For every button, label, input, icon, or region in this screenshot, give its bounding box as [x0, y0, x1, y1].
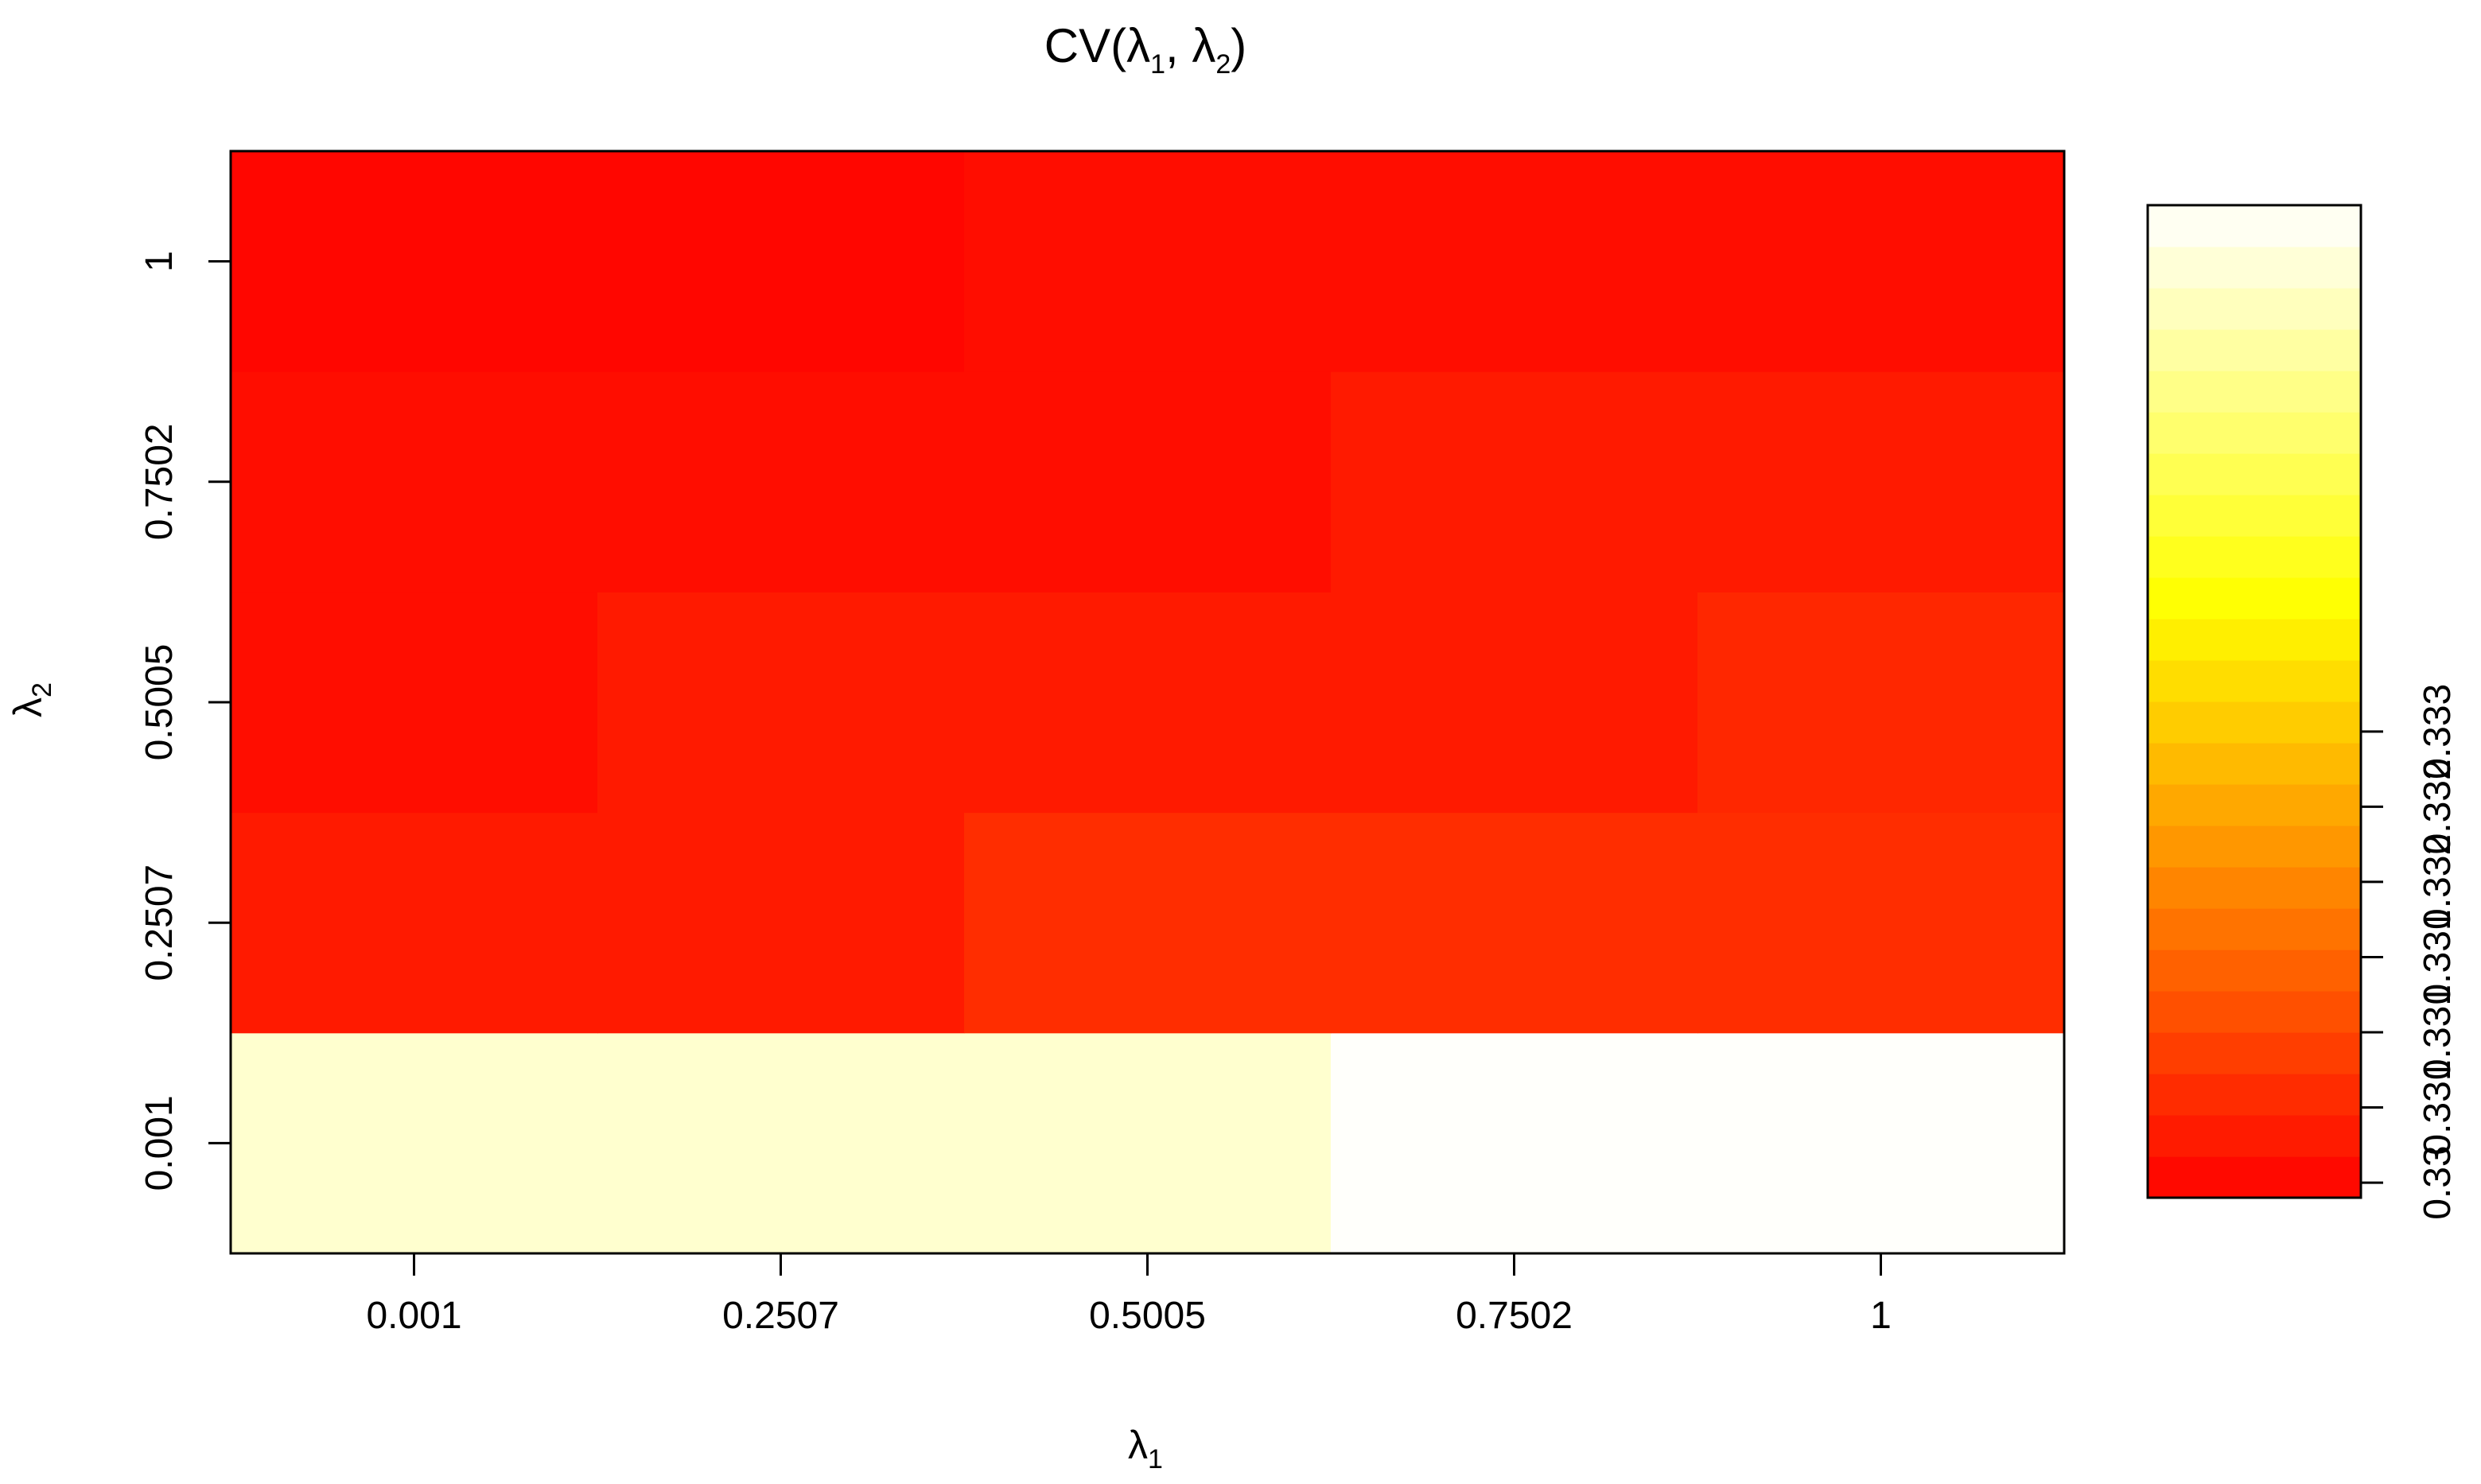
heatmap-cell [597, 812, 965, 1034]
colorbar-tick-label: 0.333 [2417, 684, 2459, 779]
heatmap-cell [597, 371, 965, 592]
colorbar-swatch [2148, 701, 2361, 744]
heatmap-cell [964, 1032, 1332, 1254]
heatmap-cell [1697, 371, 2065, 592]
heatmap-cell [1331, 812, 1698, 1034]
heatmap-cell [964, 592, 1332, 814]
colorbar-tick-label: 0.332 [2417, 759, 2459, 854]
colorbar-swatch [2148, 288, 2361, 330]
colorbar-swatch [2148, 1074, 2361, 1116]
heatmap-cell [1331, 1032, 1698, 1254]
y-axis-label: λ2 [6, 682, 57, 717]
colorbar-tick-label: 0.33 [2417, 1145, 2459, 1219]
colorbar-swatch [2148, 950, 2361, 992]
heatmap-cell [1697, 812, 2065, 1034]
colorbar-swatch [2148, 908, 2361, 950]
heatmap-cell [597, 592, 965, 814]
colorbar-tick-label: 0.331 [2417, 985, 2459, 1080]
colorbar-tick-label: 0.331 [2417, 1059, 2459, 1155]
colorbar-swatch [2148, 991, 2361, 1033]
colorbar-swatch [2148, 453, 2361, 495]
colorbar [2148, 205, 2361, 1198]
colorbar-swatch [2148, 619, 2361, 661]
colorbar-swatch [2148, 247, 2361, 289]
colorbar-swatch [2148, 867, 2361, 909]
heatmap-cell [231, 371, 598, 592]
colorbar-swatch [2148, 1032, 2361, 1074]
heatmap-cell [964, 151, 1332, 372]
heatmap-cell [597, 151, 965, 372]
heatmap-cell [1331, 371, 1698, 592]
x-tick-label: 0.001 [366, 1295, 461, 1337]
colorbar-swatch [2148, 660, 2361, 702]
colorbar-swatch [2148, 495, 2361, 537]
colorbar-swatch [2148, 329, 2361, 371]
colorbar-swatch [2148, 784, 2361, 826]
y-axis: 0.001 0.2507 0.5005 0.7502 1 [138, 251, 231, 1191]
colorbar-swatch [2148, 205, 2361, 247]
heatmap-cell [231, 151, 598, 372]
colorbar-tick-label: 0.332 [2417, 834, 2459, 930]
colorbar-swatch [2148, 826, 2361, 868]
x-tick-label: 0.5005 [1089, 1295, 1206, 1337]
x-tick-label: 0.7502 [1456, 1295, 1573, 1337]
y-tick-label: 0.001 [138, 1095, 181, 1191]
y-tick-label: 1 [138, 251, 181, 272]
heatmap-cell [231, 592, 598, 814]
y-tick-label: 0.2507 [138, 864, 181, 981]
colorbar-swatch [2148, 371, 2361, 413]
colorbar-swatch [2148, 1156, 2361, 1198]
heatmap-cell [231, 812, 598, 1034]
colorbar-tick-label: 0.331 [2417, 909, 2459, 1004]
x-tick-label: 1 [1870, 1295, 1892, 1337]
colorbar-swatch [2148, 536, 2361, 578]
colorbar-swatch [2148, 412, 2361, 454]
y-tick-label: 0.7502 [138, 423, 181, 540]
heatmap-cell [597, 1032, 965, 1254]
heatmap-cell [964, 371, 1332, 592]
heatmap-cell [1331, 592, 1698, 814]
colorbar-swatch [2148, 743, 2361, 785]
chart-title: CV(λ1, λ2) [1044, 19, 1247, 80]
heatmap-cell [1331, 151, 1698, 372]
y-tick-label: 0.5005 [138, 644, 181, 761]
heatmap-cell [964, 812, 1332, 1034]
heatmap-cell [231, 1032, 598, 1254]
heatmap-cells [231, 151, 2065, 1254]
colorbar-frame [2146, 204, 2362, 1199]
heatmap-cell [1697, 151, 2065, 372]
colorbar-swatch [2148, 1115, 2361, 1157]
heatmap-cell [1697, 1032, 2065, 1254]
x-tick-label: 0.2507 [722, 1295, 839, 1337]
x-axis: 0.001 0.2507 0.5005 0.7502 1 [366, 1253, 1892, 1337]
x-axis-label: λ1 [1128, 1423, 1163, 1474]
heatmap-cell [1697, 592, 2065, 814]
colorbar-swatch [2148, 577, 2361, 620]
